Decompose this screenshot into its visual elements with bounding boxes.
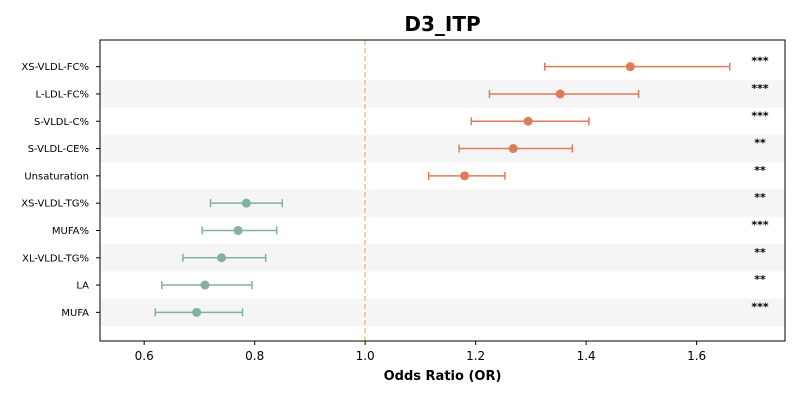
y-tick-label: S-VLDL-CE%	[28, 144, 89, 155]
x-tick-label: 1.6	[687, 349, 706, 363]
x-axis-ticks: 0.6 0.8 1.0 1.2 1.4 1.6	[135, 341, 706, 363]
or-point	[233, 225, 243, 235]
row-band	[100, 189, 785, 217]
significance-label: **	[754, 164, 766, 177]
or-point	[508, 144, 518, 154]
significance-label: **	[754, 273, 766, 286]
significance-labels: *************************	[751, 55, 769, 314]
ci-row	[458, 144, 574, 154]
ci-row	[488, 89, 640, 99]
significance-label: ***	[751, 109, 769, 122]
ci-row	[209, 198, 284, 208]
y-tick-label: L-LDL-FC%	[35, 89, 89, 100]
ci-row	[161, 280, 253, 290]
y-tick-label: XL-VLDL-TG%	[22, 253, 89, 264]
significance-label: **	[754, 246, 766, 259]
y-tick-label: LA	[76, 281, 89, 292]
ci-row	[182, 253, 267, 263]
or-point	[625, 62, 635, 72]
significance-label: **	[754, 137, 766, 150]
x-tick-label: 1.4	[577, 349, 596, 363]
y-axis-labels: XS-VLDL-FC% L-LDL-FC% S-VLDL-C% S-VLDL-CE% U…	[21, 62, 100, 319]
y-tick-label: XS-VLDL-TG%	[21, 199, 89, 210]
x-tick-label: 1.0	[356, 349, 375, 363]
ci-row	[201, 225, 278, 235]
ci-row	[427, 171, 506, 181]
x-tick-label: 0.6	[135, 349, 154, 363]
significance-label: ***	[751, 300, 769, 313]
significance-label: **	[754, 191, 766, 204]
ci-row	[470, 116, 590, 126]
or-point	[192, 307, 202, 317]
x-axis-label: Odds Ratio (OR)	[384, 369, 502, 384]
or-point	[241, 198, 251, 208]
chart-title: D3_ITP	[404, 12, 480, 36]
y-tick-label: MUFA	[61, 308, 89, 319]
y-tick-label: MUFA%	[52, 226, 89, 237]
row-band	[100, 134, 785, 163]
axes-frame	[99, 39, 786, 342]
or-point	[200, 280, 210, 290]
y-tick-label: XS-VLDL-FC%	[21, 62, 89, 73]
or-point	[460, 171, 470, 181]
or-point	[555, 89, 565, 99]
significance-label: ***	[751, 55, 769, 68]
row-bands	[100, 80, 785, 326]
x-tick-label: 0.8	[245, 349, 264, 363]
or-point	[523, 116, 533, 126]
significance-label: ***	[751, 82, 769, 95]
row-band	[100, 80, 785, 108]
ci-bars	[154, 62, 731, 317]
ci-row	[543, 62, 731, 72]
x-tick-label: 1.2	[466, 349, 485, 363]
y-tick-label: S-VLDL-C%	[34, 117, 89, 128]
significance-label: ***	[751, 218, 769, 231]
or-point	[217, 253, 227, 263]
y-tick-label: Unsaturation	[24, 171, 89, 182]
ci-row	[154, 307, 244, 317]
